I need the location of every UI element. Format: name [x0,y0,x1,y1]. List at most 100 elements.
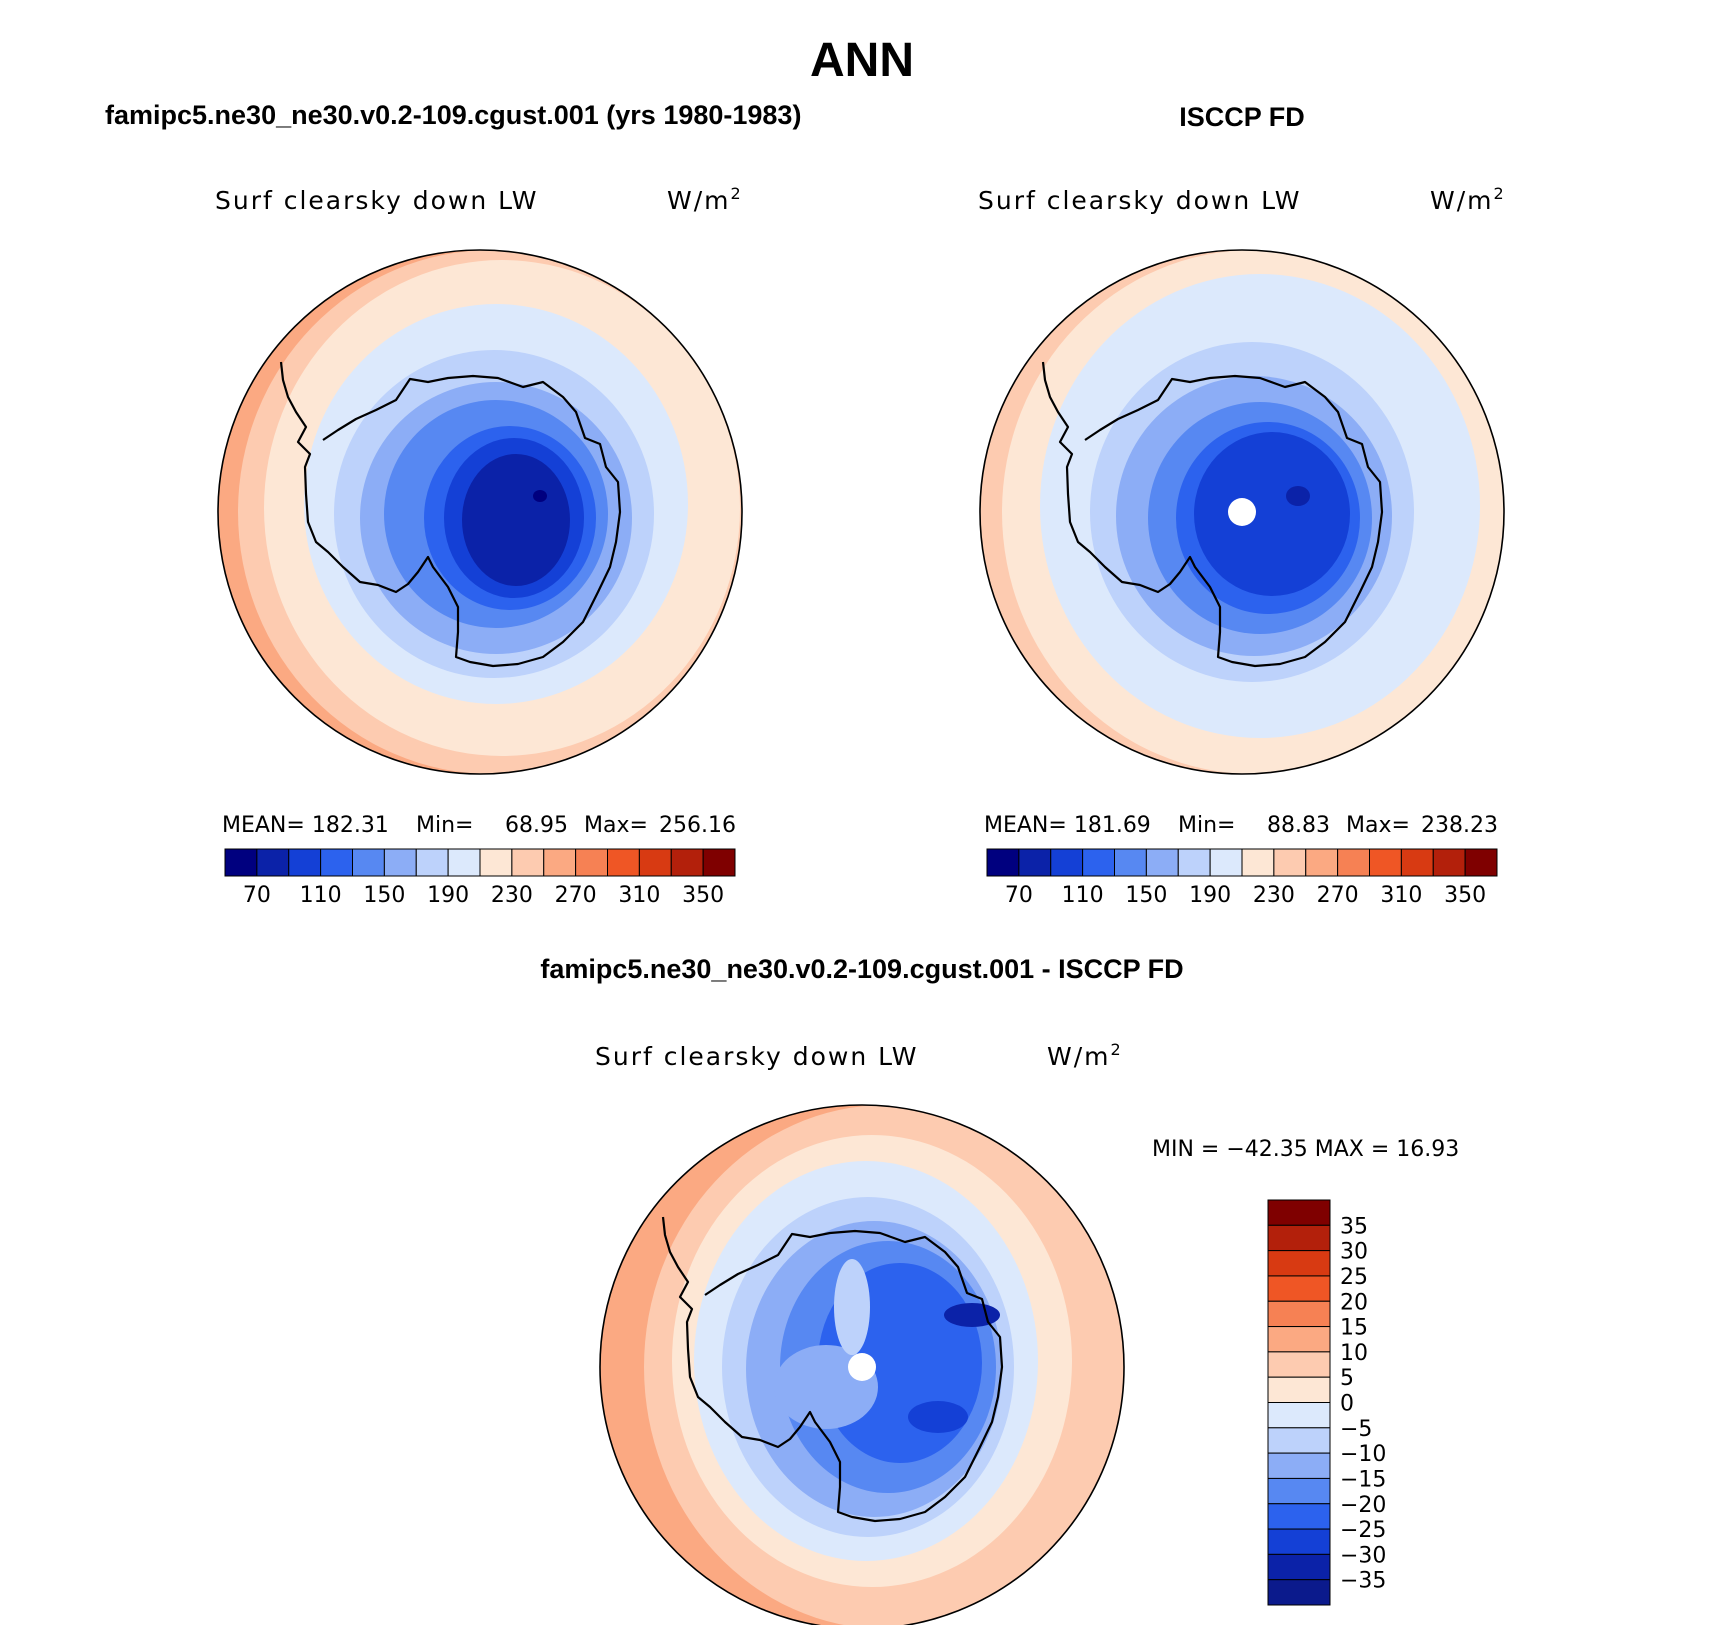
panel-model-colorbar-swatch-14 [670,848,704,877]
panel-model-colorbar-tick-2: 150 [363,883,405,908]
panel-obs-colorbar-tick-2: 150 [1125,883,1167,908]
panel-obs-map-band-7 [1194,432,1350,596]
panel-model-colorbar-swatch-10 [543,848,577,877]
panel-model-colorbar-swatch-2 [288,848,322,877]
panel-model-map-outline [217,249,743,775]
panel-model-units: W/m2 [667,184,743,215]
panel-obs-colorbar-tick-5: 270 [1317,883,1359,908]
panel-obs-colorbar-swatch-1 [1018,848,1052,877]
panel-model-mean: 182.31 [312,813,389,838]
panel-diff-colorbar-swatch-14 [1267,1553,1331,1581]
panel-obs-colorbar-swatch-7 [1209,848,1243,877]
panel-diff-variable: Surf clearsky down LW [595,1042,919,1071]
panel-model-colorbar-swatch-4 [352,848,385,877]
panel-obs-colorbar-swatch-0 [986,848,1020,877]
panel-diff-colorbar-swatch-10 [1267,1452,1331,1479]
panel-model-colorbar-swatch-3 [320,848,353,877]
panel-model-colorbar-swatch-6 [415,848,449,877]
panel-diff-colorbar-swatch-5 [1267,1326,1331,1353]
panel-obs-colorbar-tick-7: 350 [1444,883,1486,908]
panel-obs-colorbar-swatch-13 [1400,848,1434,877]
panel-obs-colorbar: 70 110 150 190 230 270 310 350 [986,848,1498,908]
panel-obs-colorbar-tick-3: 190 [1189,883,1231,908]
panel-diff-map-pole-mask [848,1353,876,1381]
panel-obs: ISCCP FD Surf clearsky down LW W/m2 MEAN… [978,102,1506,908]
panel-diff-colorbar-tick-10: −15 [1340,1467,1386,1492]
panel-obs-units: W/m2 [1430,184,1506,215]
panel-diff-map-streak [834,1259,870,1355]
panel-model-min: 68.95 [505,813,568,838]
panel-model-colorbar-swatch-12 [607,848,640,877]
panel-obs-map [979,249,1505,775]
panel-model-colorbar-swatch-15 [702,848,736,877]
panel-diff-colorbar-tick-1: 30 [1340,1240,1368,1265]
panel-model-colorbar-tick-0: 70 [243,883,271,908]
panel-obs-colorbar-swatch-6 [1177,848,1211,877]
panel-diff-colorbar-swatch-3 [1267,1275,1331,1302]
panel-model-colorbar-tick-4: 230 [491,883,533,908]
panel-model-colorbar-swatch-8 [479,848,513,877]
panel-diff-colorbar-tick-5: 10 [1340,1341,1368,1366]
panel-obs-colorbar-tick-0: 70 [1005,883,1033,908]
panel-diff-map-outline [599,1104,1125,1625]
panel-diff-map [599,1104,1125,1625]
panel-obs-map-minimum-spot [1286,486,1310,506]
panel-obs-stats: MEAN= 181.69 Min= 88.83 Max= 238.23 [984,813,1498,838]
panel-diff-colorbar-swatch-9 [1267,1427,1331,1454]
panel-model-map-minimum-spot [533,490,547,502]
panel-obs-max: 238.23 [1421,813,1498,838]
panel-diff-map-field [600,1105,1124,1625]
panel-model-stats: MEAN= 182.31 Min= 68.95 Max= 256.16 [222,813,736,838]
panel-obs-variable: Surf clearsky down LW [978,186,1302,215]
panel-model-map-band-9 [462,454,570,586]
panel-obs-colorbar-swatch-14 [1432,848,1466,877]
panel-obs-map-pole-mask [1228,498,1256,526]
panel-obs-min: 88.83 [1267,813,1330,838]
panel-obs-colorbar-swatch-5 [1145,848,1179,877]
panel-diff-colorbar-swatch-6 [1267,1351,1331,1378]
panel-obs-heading: ISCCP FD [1179,102,1305,132]
panel-diff-colorbar-tick-12: −25 [1340,1518,1386,1543]
panel-model-colorbar: 70 110 150 190 230 270 310 350 [224,848,736,908]
panel-diff-colorbar-swatch-12 [1267,1503,1331,1530]
panel-model-variable: Surf clearsky down LW [215,186,539,215]
panel-diff-colorbar-tick-4: 15 [1340,1316,1368,1341]
panel-diff-colorbar-swatch-1 [1267,1224,1331,1252]
panel-obs-colorbar-swatch-9 [1273,848,1307,877]
panel-obs-colorbar-swatch-2 [1050,848,1084,877]
panel-diff-colorbar-swatch-0 [1267,1199,1331,1226]
panel-obs-colorbar-swatch-15 [1464,848,1498,877]
panel-diff-colorbar-tick-8: −5 [1340,1417,1372,1442]
panel-model-heading: famipc5.ne30_ne30.v0.2-109.cgust.001 (yr… [105,100,801,130]
main-title: ANN [810,34,914,87]
panel-diff-colorbar-tick-7: 0 [1340,1392,1354,1417]
panel-model-max: 256.16 [659,813,736,838]
panel-obs-colorbar-swatch-11 [1337,848,1370,877]
panel-diff-colorbar-tick-9: −10 [1340,1442,1386,1467]
panel-diff-colorbar-swatch-8 [1267,1402,1331,1429]
panel-diff-map-strong-bias-region [908,1401,968,1433]
panel-model-colorbar-tick-5: 270 [555,883,597,908]
panel-diff-colorbar-swatch-7 [1267,1376,1331,1403]
panel-obs-colorbar-swatch-10 [1305,848,1339,877]
panel-obs-colorbar-swatch-8 [1241,848,1275,877]
panel-obs-colorbar-swatch-3 [1082,848,1115,877]
panel-diff-units: W/m2 [1047,1040,1123,1071]
panel-model-colorbar-swatch-1 [256,848,290,877]
panel-obs-colorbar-tick-6: 310 [1380,883,1422,908]
panel-model-map [217,249,743,775]
panel-diff-colorbar-swatch-2 [1267,1250,1331,1277]
panel-diff: famipc5.ne30_ne30.v0.2-109.cgust.001 - I… [540,954,1459,1625]
panel-model-colorbar-swatch-0 [224,848,258,877]
panel-obs-mean: 181.69 [1074,813,1151,838]
panel-model-colorbar-tick-3: 190 [427,883,469,908]
panel-obs-colorbar-tick-1: 110 [1062,883,1104,908]
panel-model-colorbar-tick-1: 110 [300,883,342,908]
panel-diff-colorbar-swatch-13 [1267,1528,1331,1555]
panel-obs-map-field [980,250,1504,774]
panel-diff-colorbar-tick-13: −30 [1340,1543,1386,1568]
panel-obs-colorbar-swatch-12 [1369,848,1402,877]
panel-diff-colorbar-swatch-4 [1267,1300,1331,1328]
